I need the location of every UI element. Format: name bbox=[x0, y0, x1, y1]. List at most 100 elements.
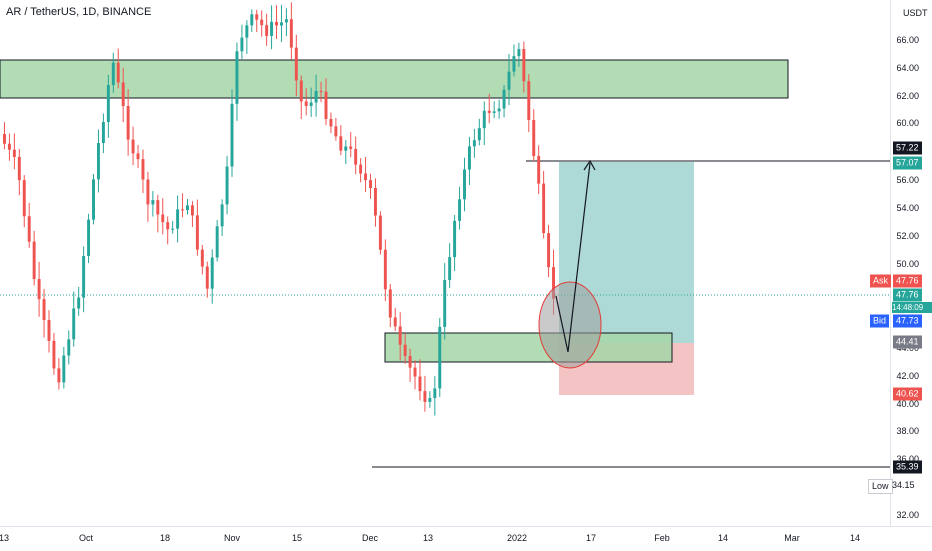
candle-body bbox=[537, 156, 541, 184]
candle-body bbox=[398, 326, 402, 345]
candle-body bbox=[547, 233, 551, 268]
candle-body bbox=[3, 134, 6, 144]
support-zone[interactable] bbox=[384, 332, 673, 363]
candle-body bbox=[57, 368, 61, 383]
candle-body bbox=[52, 340, 56, 369]
candle-body bbox=[106, 85, 110, 123]
candle-body bbox=[463, 169, 466, 200]
date-tick: 15 bbox=[291, 533, 303, 543]
candle-body bbox=[7, 143, 11, 150]
candle-body bbox=[477, 128, 481, 141]
candle-body bbox=[77, 297, 81, 309]
candle-body bbox=[141, 159, 145, 180]
resistance-zone[interactable] bbox=[0, 59, 789, 99]
candle-body bbox=[230, 103, 234, 167]
candle-body bbox=[12, 149, 16, 157]
candle-body bbox=[22, 180, 26, 217]
price-tick: 32.00 bbox=[896, 510, 919, 520]
candle-body bbox=[304, 101, 308, 106]
candle-body bbox=[438, 326, 442, 389]
candle-body bbox=[497, 108, 501, 112]
price-tick: 52.00 bbox=[896, 231, 919, 241]
candle-body bbox=[166, 222, 170, 230]
candle-body bbox=[532, 119, 536, 157]
candle-body bbox=[32, 241, 36, 280]
target-price-tag: 57.22 bbox=[893, 141, 922, 155]
candlestick-chart[interactable] bbox=[0, 0, 890, 526]
candle-body bbox=[260, 19, 264, 26]
candle-body bbox=[116, 62, 120, 83]
candle-body bbox=[502, 89, 506, 109]
candle-body bbox=[250, 14, 254, 26]
candle-body bbox=[151, 200, 155, 205]
candle-body bbox=[72, 308, 76, 340]
candle-body bbox=[156, 200, 160, 215]
arrow-head bbox=[583, 159, 596, 171]
candle-body bbox=[443, 280, 447, 327]
symbol-title[interactable]: AR / TetherUS, 1D, BINANCE bbox=[6, 6, 152, 18]
date-tick: 14 bbox=[717, 533, 729, 543]
candle-body bbox=[413, 367, 417, 377]
candle-body bbox=[344, 146, 348, 151]
candle-body bbox=[265, 25, 269, 36]
candle-body bbox=[284, 19, 288, 23]
candle-body bbox=[472, 140, 476, 147]
candle-body bbox=[96, 143, 100, 180]
candle-body bbox=[87, 219, 91, 256]
candle-body bbox=[393, 317, 397, 327]
price-tick: 42.00 bbox=[896, 371, 919, 381]
candle-body bbox=[319, 91, 323, 93]
projection-arrow[interactable] bbox=[555, 162, 591, 353]
candle-body bbox=[195, 215, 199, 250]
candle-body bbox=[383, 249, 387, 290]
candle-body bbox=[27, 216, 31, 242]
candle-body bbox=[309, 102, 313, 106]
candle-body bbox=[121, 82, 125, 107]
candle-body bbox=[92, 179, 95, 220]
price-tick: 62.00 bbox=[896, 91, 919, 101]
date-tick: 13 bbox=[422, 533, 434, 543]
highlight-ellipse[interactable] bbox=[538, 281, 602, 369]
candle-body bbox=[329, 119, 333, 127]
candle-body bbox=[200, 249, 204, 267]
candle-body bbox=[334, 126, 338, 137]
candle-body bbox=[270, 21, 274, 36]
candle-body bbox=[373, 187, 377, 216]
date-tick: Oct bbox=[78, 533, 94, 543]
candle-body bbox=[245, 25, 249, 38]
candle-body bbox=[136, 153, 140, 160]
date-tick: 14 bbox=[849, 533, 861, 543]
candle-body bbox=[517, 49, 521, 57]
candle-body bbox=[205, 266, 209, 289]
stop-price-tag: 40.62 bbox=[893, 387, 922, 401]
candle-body bbox=[482, 110, 486, 129]
date-tick: 2022 bbox=[506, 533, 528, 543]
candle-body bbox=[418, 376, 422, 392]
candle-body bbox=[324, 91, 328, 120]
candle-body bbox=[542, 183, 546, 234]
candle-body bbox=[408, 355, 412, 368]
candle-body bbox=[235, 51, 239, 104]
candle-body bbox=[186, 205, 189, 211]
bar-countdown: 14:48:09 bbox=[892, 302, 932, 313]
candle-body bbox=[289, 19, 293, 48]
candle-body bbox=[176, 209, 180, 229]
chart-area[interactable]: AR / TetherUS, 1D, BINANCE bbox=[0, 0, 890, 526]
candle-body bbox=[47, 320, 51, 341]
candle-body bbox=[388, 289, 392, 318]
price-tick: 36.00 bbox=[896, 454, 919, 464]
date-tick: Dec bbox=[361, 533, 379, 543]
date-tick: Feb bbox=[654, 533, 670, 543]
candle-body bbox=[492, 111, 496, 113]
time-scale[interactable]: 13 Oct 18 Nov 15 Dec 13 2022 17 Feb 14 M… bbox=[0, 526, 932, 551]
candle-body bbox=[255, 14, 259, 20]
candle-body bbox=[448, 257, 452, 281]
low-label: Low bbox=[868, 479, 893, 494]
candle-body bbox=[215, 226, 219, 258]
candle-body bbox=[37, 279, 41, 300]
price-tick: 40.00 bbox=[896, 399, 919, 409]
price-scale[interactable]: USDT 66.00 64.00 62.00 60.00 58.00 56.00… bbox=[890, 0, 932, 526]
price-tick: 56.00 bbox=[896, 175, 919, 185]
candle-body bbox=[378, 215, 382, 250]
currency-label: USDT bbox=[903, 8, 928, 18]
